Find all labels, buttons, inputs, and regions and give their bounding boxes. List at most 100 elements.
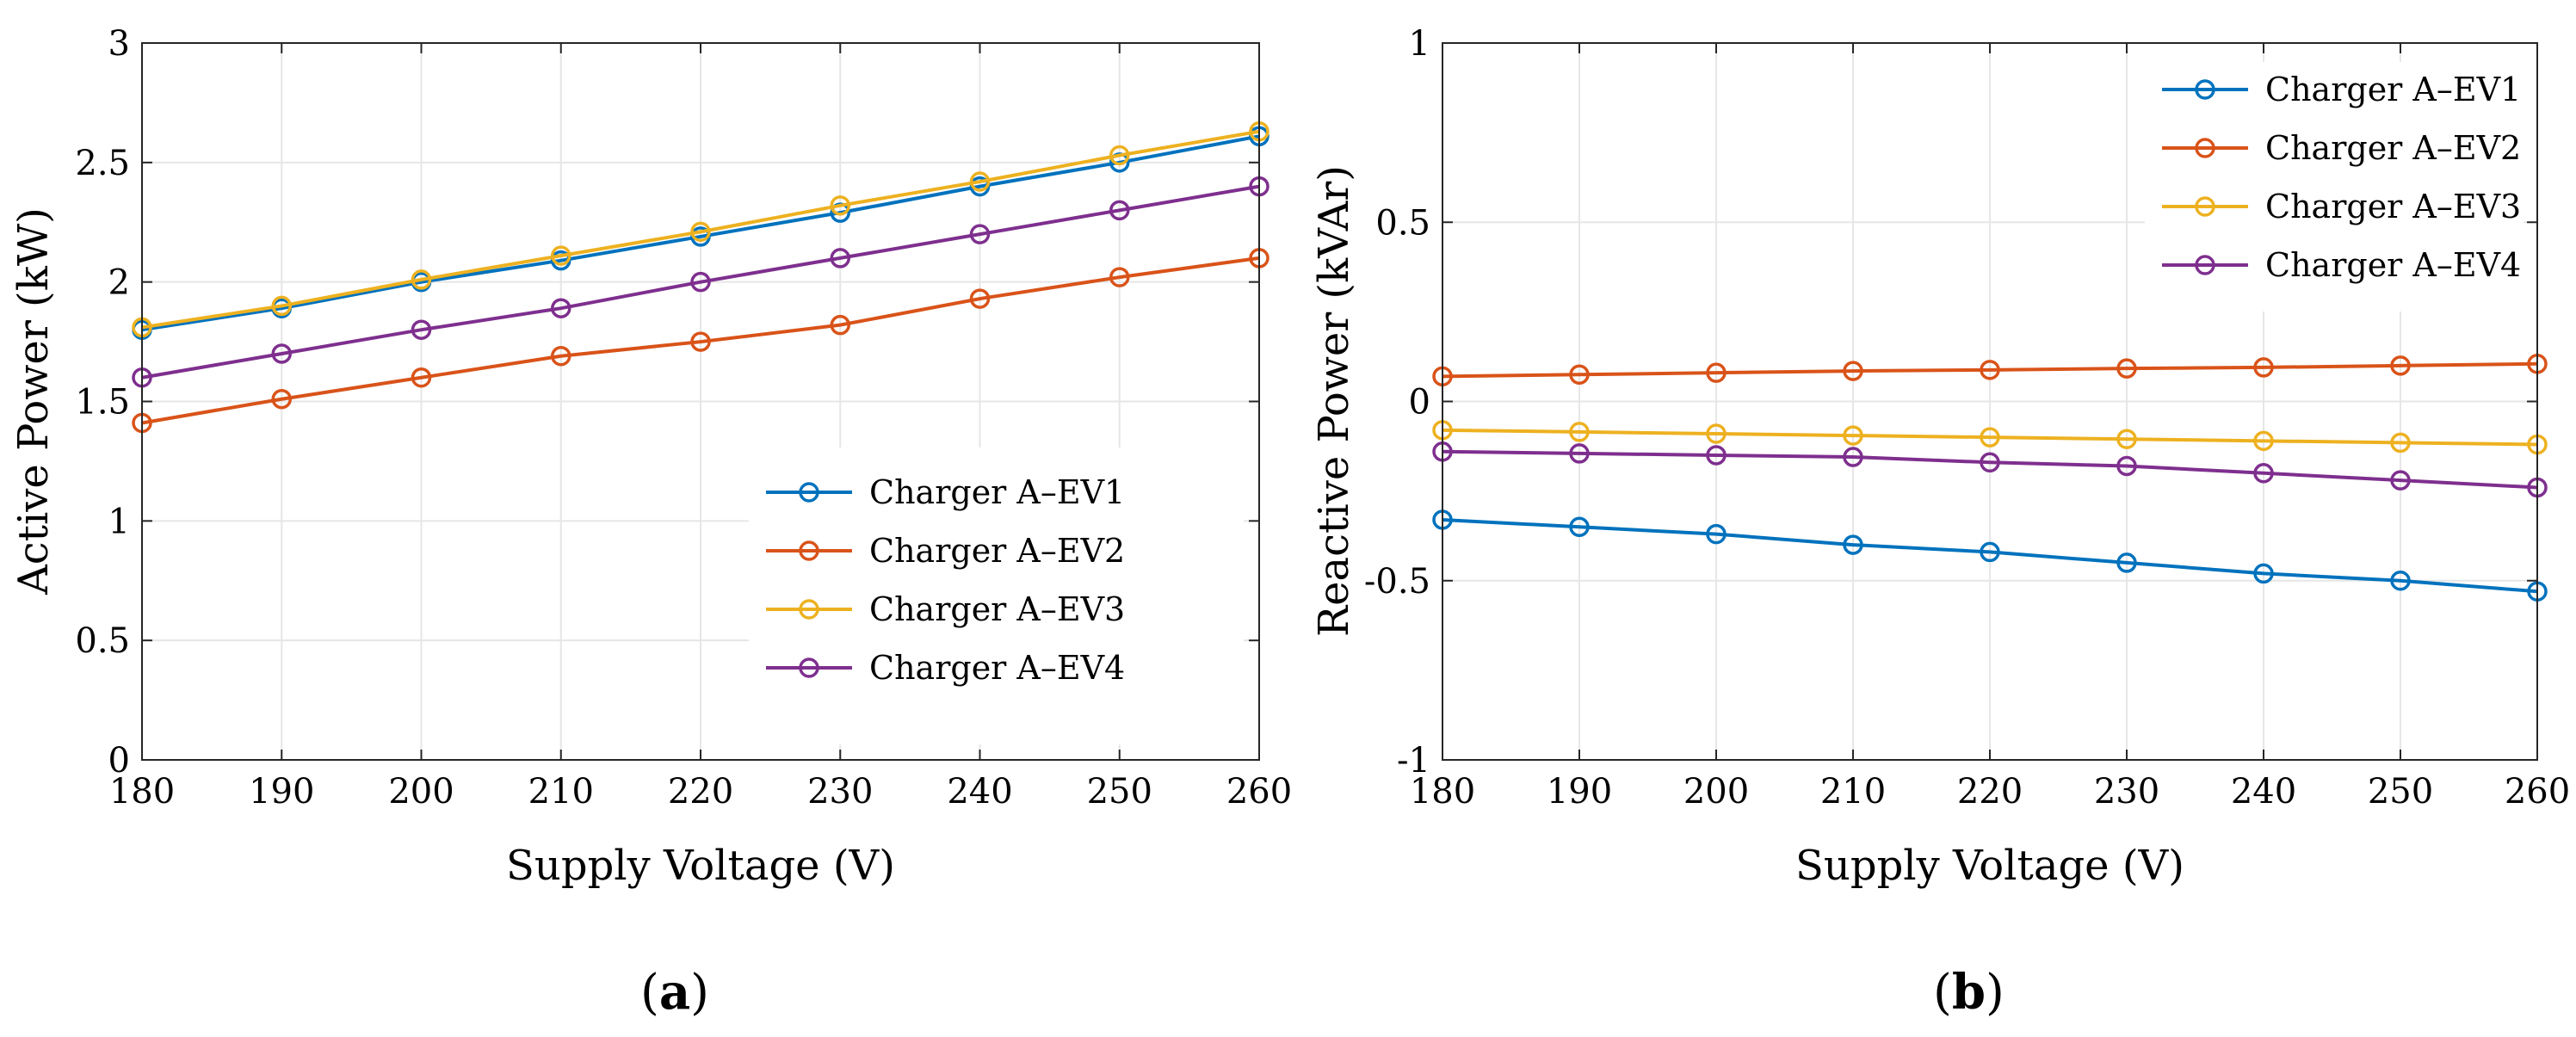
legend-marker [2195,138,2215,158]
y-axis-label-b: Reactive Power (kVAr) [1310,165,1358,637]
data-point [2253,430,2274,452]
series-line [141,134,1260,332]
data-point [2116,358,2137,379]
x-axis-label-b: Supply Voltage (V) [1795,842,2184,890]
data-point [690,331,711,352]
data-point [1109,200,1130,221]
x-tick-label: 180 [109,772,175,812]
x-tick-label: 240 [947,772,1012,812]
data-point [271,388,292,410]
legend-marker [799,540,819,561]
y-tick-label: -1 [1397,741,1430,781]
data-point [411,269,432,290]
x-tick-label: 260 [2505,772,2570,812]
legend-label: Charger A–EV3 [2265,188,2521,225]
data-point [969,224,991,244]
data-point [830,195,850,216]
x-tick-label: 230 [2094,772,2159,812]
data-point [1980,360,2000,380]
data-point [1569,516,1590,538]
data-point [1980,427,2000,448]
data-point [1569,364,1590,386]
data-point [2253,463,2274,484]
legend-marker [2195,196,2215,217]
ticks-a: 180 190 200 210 220 230 240 250 260 0 0.5 1 1.5 2 2.5 3 [75,24,1292,812]
y-tick-label: 1 [108,502,130,541]
data-point [690,221,711,243]
y-tick-label: 2 [108,263,130,303]
x-tick-label: 260 [1226,772,1292,812]
data-point [411,367,432,388]
legend-item: Charger A–EV3 [766,590,1125,628]
panel-letter-b: b [1952,964,1986,1021]
y-tick-label: 2.5 [75,144,130,183]
series-line [141,184,1260,380]
x-tick-label: 230 [807,772,873,812]
y-tick-label: 0.5 [75,621,130,661]
data-point [1706,445,1727,466]
data-point [1843,534,1863,555]
y-tick-label: 0.5 [1375,203,1430,243]
data-point [2116,429,2137,449]
data-point [1569,443,1590,464]
legend-label: Charger A–EV2 [869,532,1125,570]
y-tick-label: 3 [108,24,130,64]
data-point [969,288,991,309]
data-point [690,271,711,293]
data-point [2116,455,2137,477]
data-point [1109,267,1130,287]
y-tick-label: -0.5 [1364,562,1430,602]
panel-label-a: (a) [640,964,709,1021]
legend-item: Charger A–EV4 [766,649,1125,687]
data-point [551,298,571,318]
data-point [1706,523,1727,545]
y-tick-label: 0 [108,741,130,781]
panel-label-b: (b) [1933,964,2005,1021]
legend-label: Charger A–EV2 [2265,129,2521,167]
data-point [1843,447,1863,467]
panel-b-chart: 180 190 200 210 220 230 240 250 260 -1 -0.5 0 0.5 1 C… [1310,24,2570,1021]
y-tick-label: 1 [1409,24,1430,64]
data-point [830,248,850,269]
data-point [1980,541,2000,563]
x-tick-label: 200 [1683,772,1749,812]
legend-a: Charger A–EV1 Charger A–EV2 Charger A–EV3 C… [749,448,1244,744]
data-point [1843,425,1863,446]
data-point [2116,552,2137,573]
data-point [969,171,991,192]
data-point [2253,563,2274,584]
legend-marker [799,657,819,678]
series-line [1442,361,2538,379]
data-point [1706,362,1727,383]
panel-letter-a: a [659,964,690,1021]
data-point [1569,422,1590,442]
x-tick-label: 240 [2231,772,2296,812]
data-point [2390,470,2411,491]
legend-b: Charger A–EV1 Charger A–EV2 Charger A–EV3 C… [2145,62,2523,312]
legend-label: Charger A–EV4 [869,649,1125,687]
x-tick-label: 190 [1547,772,1612,812]
x-tick-label: 210 [1820,772,1886,812]
series-layer-b [1432,354,2548,602]
data-point [271,343,292,364]
series-line [141,129,1260,330]
legend-item: Charger A–EV1 [2162,71,2521,108]
y-tick-label: 1.5 [75,383,130,423]
data-point [1109,145,1130,166]
series-line [1442,428,2538,447]
legend-item: Charger A–EV4 [2162,246,2521,284]
legend-label: Charger A–EV4 [2265,246,2521,284]
series-line [141,256,1260,425]
series-line [1442,449,2538,490]
series-line [1442,517,2538,594]
data-point [411,319,432,340]
legend-item: Charger A–EV1 [766,473,1125,511]
x-tick-label: 210 [528,772,594,812]
data-point [551,345,571,367]
y-axis-label-a: Active Power (kW) [9,207,58,596]
ticks-b: 180 190 200 210 220 230 240 250 260 -1 -0.5 0 0.5 1 [1364,24,2570,812]
x-tick-label: 250 [1087,772,1152,812]
data-point [2390,432,2411,454]
x-tick-label: 220 [1957,772,2023,812]
